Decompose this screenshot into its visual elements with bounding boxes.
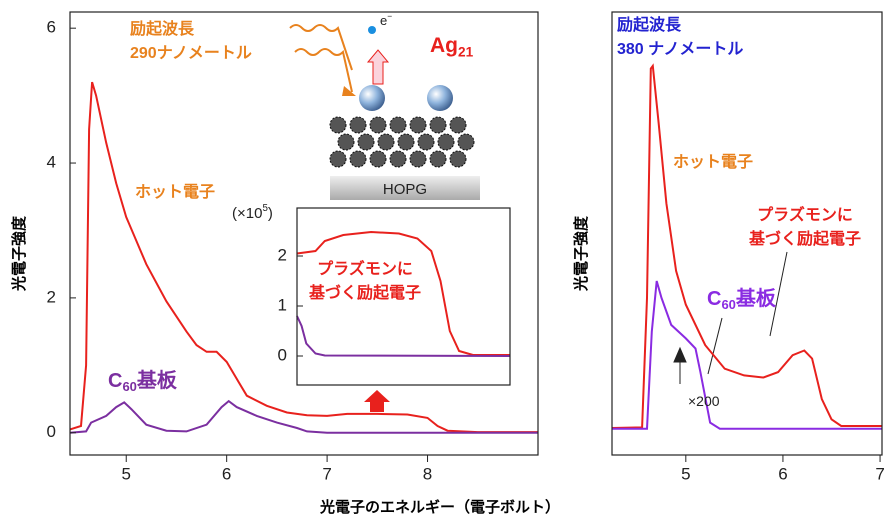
y-tick-label: 0 xyxy=(278,345,287,364)
light-wave xyxy=(290,25,352,70)
c60-molecule xyxy=(438,134,454,150)
annotation: ×200 xyxy=(688,393,720,409)
annotation: 励起波長 xyxy=(130,19,195,38)
figure: 5 6 7 8 0 2 4 6 光電子強度光電子のエネルギー（電子ボルト） 励起波長 290ナノメー… xyxy=(0,0,889,524)
subscript: 60 xyxy=(721,297,735,312)
annotation: 290ナノメートル xyxy=(130,44,252,62)
annotation: 基づく励起電子 xyxy=(308,283,421,302)
annotation: (×105) xyxy=(232,203,273,222)
annotation: Ag21 xyxy=(430,34,474,59)
annotation-tail: ) xyxy=(268,205,273,222)
c60-molecule xyxy=(370,117,386,133)
c60-molecule xyxy=(378,134,394,150)
zoom-arrow xyxy=(364,390,390,412)
y-axis-title: 光電子強度 xyxy=(572,215,590,292)
cluster xyxy=(359,85,385,111)
c60-molecule xyxy=(330,151,346,167)
annotation-text: ホット電子 xyxy=(673,153,753,171)
annotation: 基づく励起電子 xyxy=(748,229,861,248)
c60-molecule xyxy=(350,151,366,167)
annotation: プラズモンに xyxy=(757,205,853,224)
x-tick-label: 7 xyxy=(322,464,331,483)
scale-arrow xyxy=(674,348,686,384)
c60-molecule xyxy=(358,134,374,150)
subscript: 21 xyxy=(458,44,474,59)
annotation: 励起波長 xyxy=(617,15,682,34)
annotation: プラズモンに xyxy=(317,259,413,278)
c60-molecule xyxy=(338,134,354,150)
superscript: − xyxy=(387,11,392,21)
x-tick-label: 6 xyxy=(222,464,231,483)
c60-molecule xyxy=(390,151,406,167)
y-tick-label: 6 xyxy=(47,18,56,37)
c60-molecule xyxy=(458,134,474,150)
annotation-tail: 基板 xyxy=(736,286,777,310)
annotation: HOPG xyxy=(383,181,427,198)
x-tick-label: 6 xyxy=(778,464,787,483)
annotation: C60基板 xyxy=(108,368,178,394)
x-axis-title: 光電子のエネルギー（電子ボルト） xyxy=(319,498,560,516)
light-wave xyxy=(295,49,352,92)
c60-molecule xyxy=(370,151,386,167)
electron xyxy=(368,26,376,34)
annotation: ホット電子 xyxy=(135,183,215,201)
emission-arrow xyxy=(368,50,388,84)
data-line xyxy=(70,401,538,433)
annotation-text: ホット電子 xyxy=(135,183,215,201)
x-tick-label: 8 xyxy=(423,464,432,483)
annotation: ホット電子 xyxy=(673,153,753,171)
y-axis-title: 光電子強度 xyxy=(10,215,28,292)
c60-molecule xyxy=(418,134,434,150)
c60-molecule xyxy=(390,117,406,133)
c60-molecule xyxy=(450,117,466,133)
annotation-text: ×200 xyxy=(688,393,720,409)
annotation-text: e xyxy=(380,13,387,28)
x-tick-label: 7 xyxy=(875,464,884,483)
annotation: C60基板 xyxy=(707,286,777,312)
annotation-tail: 基板 xyxy=(137,368,178,392)
y-tick-label: 0 xyxy=(47,422,56,441)
x-tick-label: 5 xyxy=(681,464,690,483)
y-tick-label: 4 xyxy=(47,153,56,172)
callout-line xyxy=(708,318,722,374)
annotation-text: (×10 xyxy=(232,205,262,222)
x-tick-label: 5 xyxy=(122,464,131,483)
annotation: e− xyxy=(380,11,392,28)
annotation: 380 ナノメートル xyxy=(617,40,743,58)
annotation-text: Ag xyxy=(430,34,458,57)
c60-molecule xyxy=(410,151,426,167)
c60-molecule xyxy=(450,151,466,167)
c60-molecule xyxy=(330,117,346,133)
c60-molecule xyxy=(430,151,446,167)
annotation-text: HOPG xyxy=(383,181,427,198)
c60-molecule xyxy=(350,117,366,133)
y-tick-label: 1 xyxy=(278,295,287,314)
c60-molecule xyxy=(398,134,414,150)
c60-molecule xyxy=(410,117,426,133)
annotation-text: C xyxy=(707,288,721,310)
subscript: 60 xyxy=(122,379,136,394)
y-tick-label: 2 xyxy=(278,245,287,264)
annotation-text: C xyxy=(108,370,122,392)
y-tick-label: 2 xyxy=(47,287,56,306)
c60-molecule xyxy=(430,117,446,133)
arrow-head xyxy=(342,86,356,96)
cluster xyxy=(427,85,453,111)
